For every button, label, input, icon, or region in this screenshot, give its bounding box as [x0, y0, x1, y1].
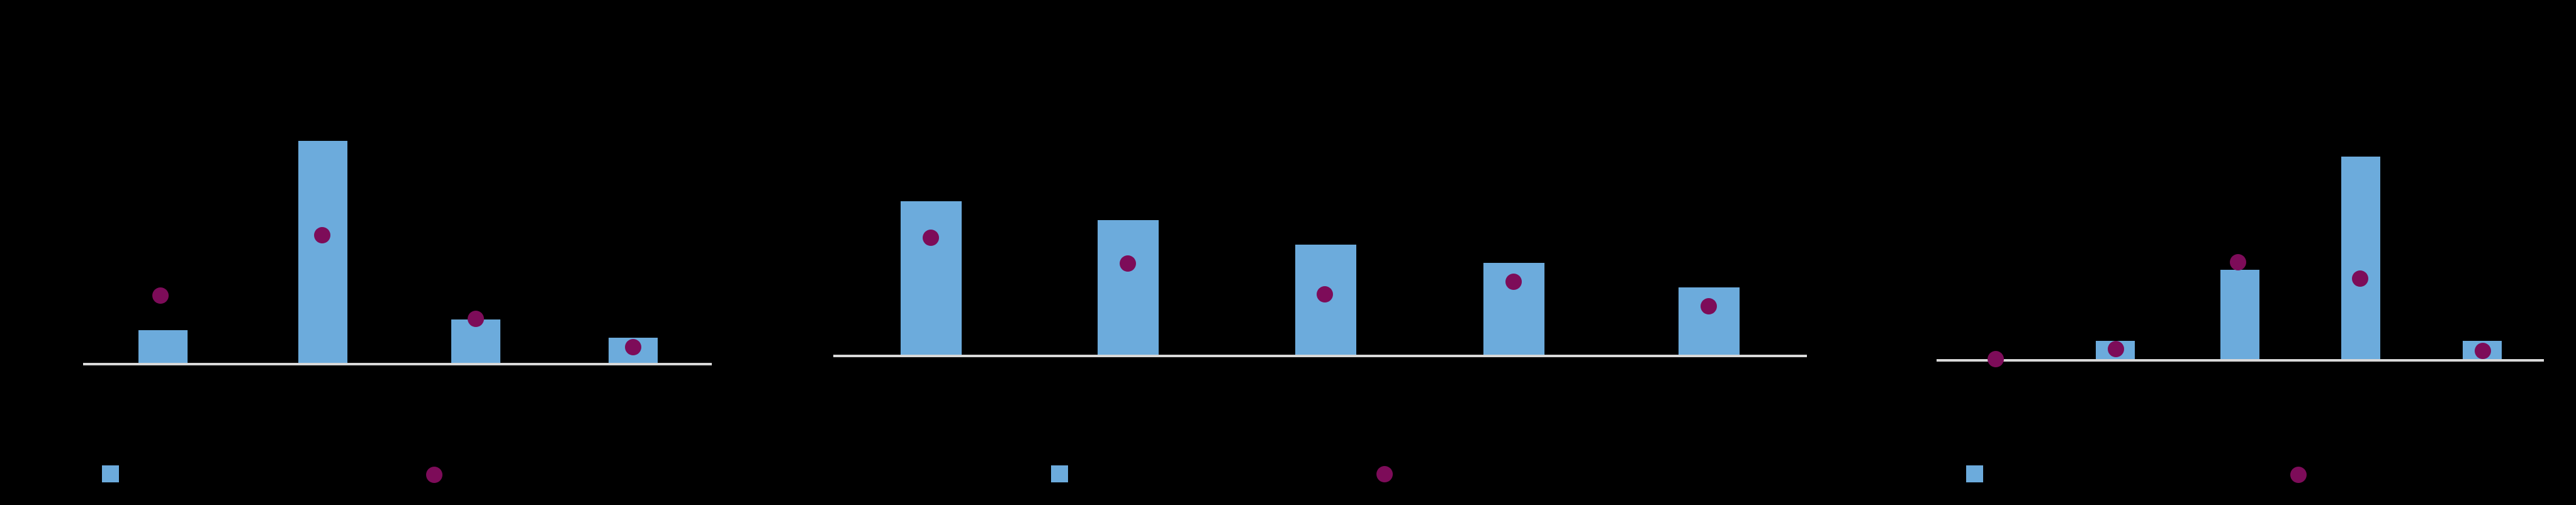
panel-3-axis-line: [1937, 359, 2544, 362]
panel-3-dot-marker-2: [2108, 341, 2124, 357]
legend-2-bar-swatch-icon: [1051, 465, 1068, 482]
panel-3-dot-marker-1: [1988, 351, 2004, 367]
panel-2-dot-marker-5: [1701, 298, 1717, 314]
panel-2-bar-2: [1098, 220, 1159, 355]
legend-3-dot-swatch-icon: [2290, 467, 2307, 483]
panel-2-axis-line: [833, 355, 1807, 357]
panel-2-dot-marker-4: [1505, 274, 1522, 290]
panel-1-dot-marker-1: [152, 287, 169, 304]
panel-1-dot-marker-3: [468, 311, 484, 327]
legend-1-bar-swatch-icon: [102, 465, 119, 482]
panel-3-dot-marker-3: [2230, 254, 2246, 270]
legend-1-dot-swatch-icon: [426, 467, 442, 483]
panel-3-dot-marker-4: [2352, 270, 2368, 287]
panel-2-bar-1: [901, 201, 962, 355]
legend-2-dot-swatch-icon: [1376, 466, 1393, 482]
panel-1-bar-1: [138, 330, 188, 363]
panel-1-dot-marker-4: [625, 339, 641, 355]
panel-2-dot-marker-2: [1120, 255, 1136, 272]
panel-3-dot-marker-5: [2475, 343, 2491, 359]
panel-3-bar-3: [2220, 270, 2259, 359]
legend-3-bar-swatch-icon: [1966, 465, 1983, 482]
panel-1-axis-line: [83, 363, 712, 365]
panel-1-bar-2: [298, 141, 347, 363]
panel-1-dot-marker-2: [314, 227, 330, 243]
panel-2-dot-marker-3: [1317, 286, 1333, 302]
panel-3-bar-4: [2341, 157, 2380, 359]
panel-2-dot-marker-1: [923, 230, 939, 246]
